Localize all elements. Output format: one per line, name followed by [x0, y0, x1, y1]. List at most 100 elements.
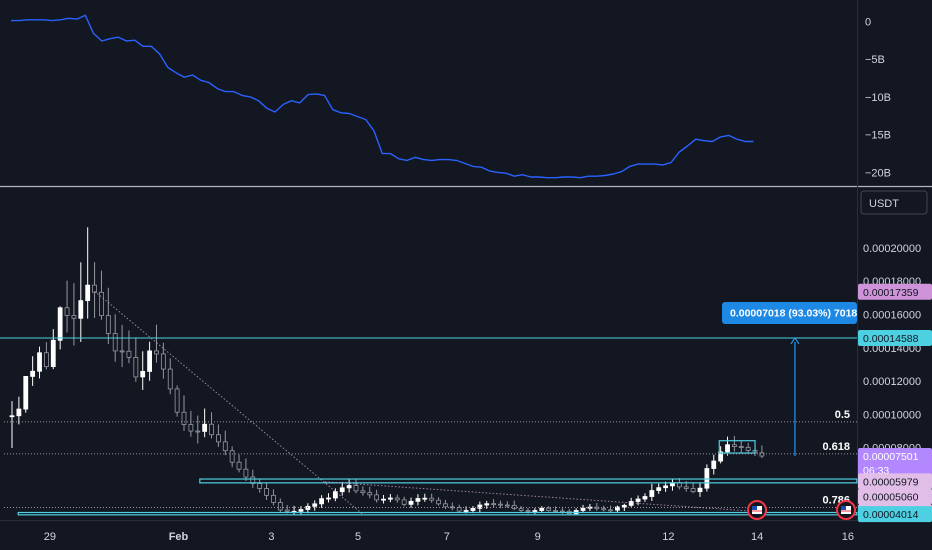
price-badge[interactable]: 0.00005060	[858, 488, 932, 505]
event-icon-canton	[841, 506, 846, 510]
candle-body	[284, 509, 290, 512]
trendline[interactable]	[94, 290, 364, 515]
candle-body	[374, 494, 380, 501]
candle-body	[339, 487, 345, 493]
candle-body	[463, 510, 469, 512]
candle-body	[635, 498, 641, 502]
candle	[140, 351, 146, 390]
candle	[9, 401, 15, 449]
candle-body	[580, 507, 586, 511]
candle-body	[133, 357, 139, 378]
candle-body	[202, 423, 208, 432]
candle	[160, 342, 166, 379]
price-badge[interactable]: 0.00017359	[858, 283, 932, 300]
candle-body	[236, 461, 242, 470]
candle-body	[546, 507, 552, 511]
event-markers[interactable]	[747, 500, 856, 520]
measure-label[interactable]: 0.00007018 (93.03%) 7018	[722, 301, 857, 324]
candle	[649, 483, 655, 502]
candle-body	[160, 353, 166, 370]
indicator-pane[interactable]	[11, 14, 754, 179]
candle-body	[663, 485, 668, 489]
candle-body	[147, 350, 153, 372]
time-axis-tick-label: 9	[535, 531, 541, 543]
candle	[195, 415, 201, 444]
candle	[601, 505, 607, 512]
candle-body	[704, 468, 710, 489]
candle	[30, 356, 36, 386]
candle	[738, 440, 744, 453]
candle-body	[745, 446, 751, 451]
zone-box[interactable]	[17, 511, 858, 516]
candle	[415, 494, 421, 506]
us-flag-event-icon[interactable]	[747, 500, 767, 520]
candle-body	[222, 441, 228, 452]
candle	[243, 458, 249, 482]
price-badge[interactable]: 0.00004014	[858, 506, 932, 523]
event-icon-canton	[752, 506, 757, 510]
candle-body	[188, 424, 194, 432]
candle-body	[615, 506, 620, 511]
candle-body	[140, 371, 146, 378]
zone-box[interactable]	[718, 440, 756, 454]
candle	[147, 341, 153, 381]
candle	[298, 506, 304, 515]
candle-body	[105, 315, 111, 334]
candle	[236, 454, 242, 473]
us-flag-event-icon[interactable]	[836, 500, 856, 520]
price-badge[interactable]: 0.00005979	[858, 473, 932, 490]
candle	[718, 446, 724, 464]
candle-body	[381, 498, 386, 501]
indicator-axis-tick-label: −20B	[865, 167, 891, 179]
price-badge-bg	[858, 506, 932, 523]
candle	[381, 495, 386, 504]
candle-body	[360, 490, 366, 494]
candle	[704, 464, 710, 492]
candle-body	[449, 506, 455, 509]
candle	[257, 478, 263, 493]
candle-body	[298, 509, 304, 512]
price-pane[interactable]	[9, 227, 765, 516]
time-axis[interactable]: 29 Feb 3 5 7 9 12 14 16	[44, 531, 854, 543]
candle	[71, 283, 77, 346]
zone-box[interactable]	[199, 478, 858, 484]
candle	[429, 493, 435, 503]
candle-body	[725, 444, 730, 453]
candle	[353, 478, 359, 494]
candle-body	[319, 498, 325, 505]
candle-body	[498, 503, 503, 506]
candle-body	[738, 446, 744, 448]
candle-body	[697, 487, 703, 493]
time-axis-tick-label: 12	[662, 531, 674, 543]
candle-body	[99, 291, 104, 317]
candle-body	[504, 504, 510, 507]
candle-body	[608, 509, 613, 512]
candle	[546, 506, 552, 512]
candle-body	[167, 368, 173, 390]
candle	[387, 494, 393, 503]
candle	[174, 385, 180, 417]
candle	[119, 324, 125, 368]
candle	[615, 505, 620, 513]
candle-body	[71, 315, 77, 319]
price-axis[interactable]: 0−5B−10B−15B−20B0.000200000.000180000.00…	[858, 16, 932, 523]
candle	[339, 482, 345, 496]
candle	[504, 501, 510, 508]
candle	[394, 494, 400, 503]
candle	[126, 330, 132, 364]
price-badge[interactable]: 0.00014588	[858, 329, 932, 346]
candle	[64, 280, 70, 333]
candle-body	[57, 307, 63, 341]
candle-body	[759, 452, 765, 457]
indicator-axis-tick-label: −10B	[865, 92, 891, 104]
candle	[105, 287, 111, 345]
price-badge-label: 0.00005060	[863, 492, 919, 504]
candle	[312, 500, 318, 511]
candle	[436, 497, 441, 506]
candle	[202, 408, 208, 438]
candle-body	[257, 483, 263, 489]
currency-button[interactable]: USDT	[860, 190, 928, 215]
